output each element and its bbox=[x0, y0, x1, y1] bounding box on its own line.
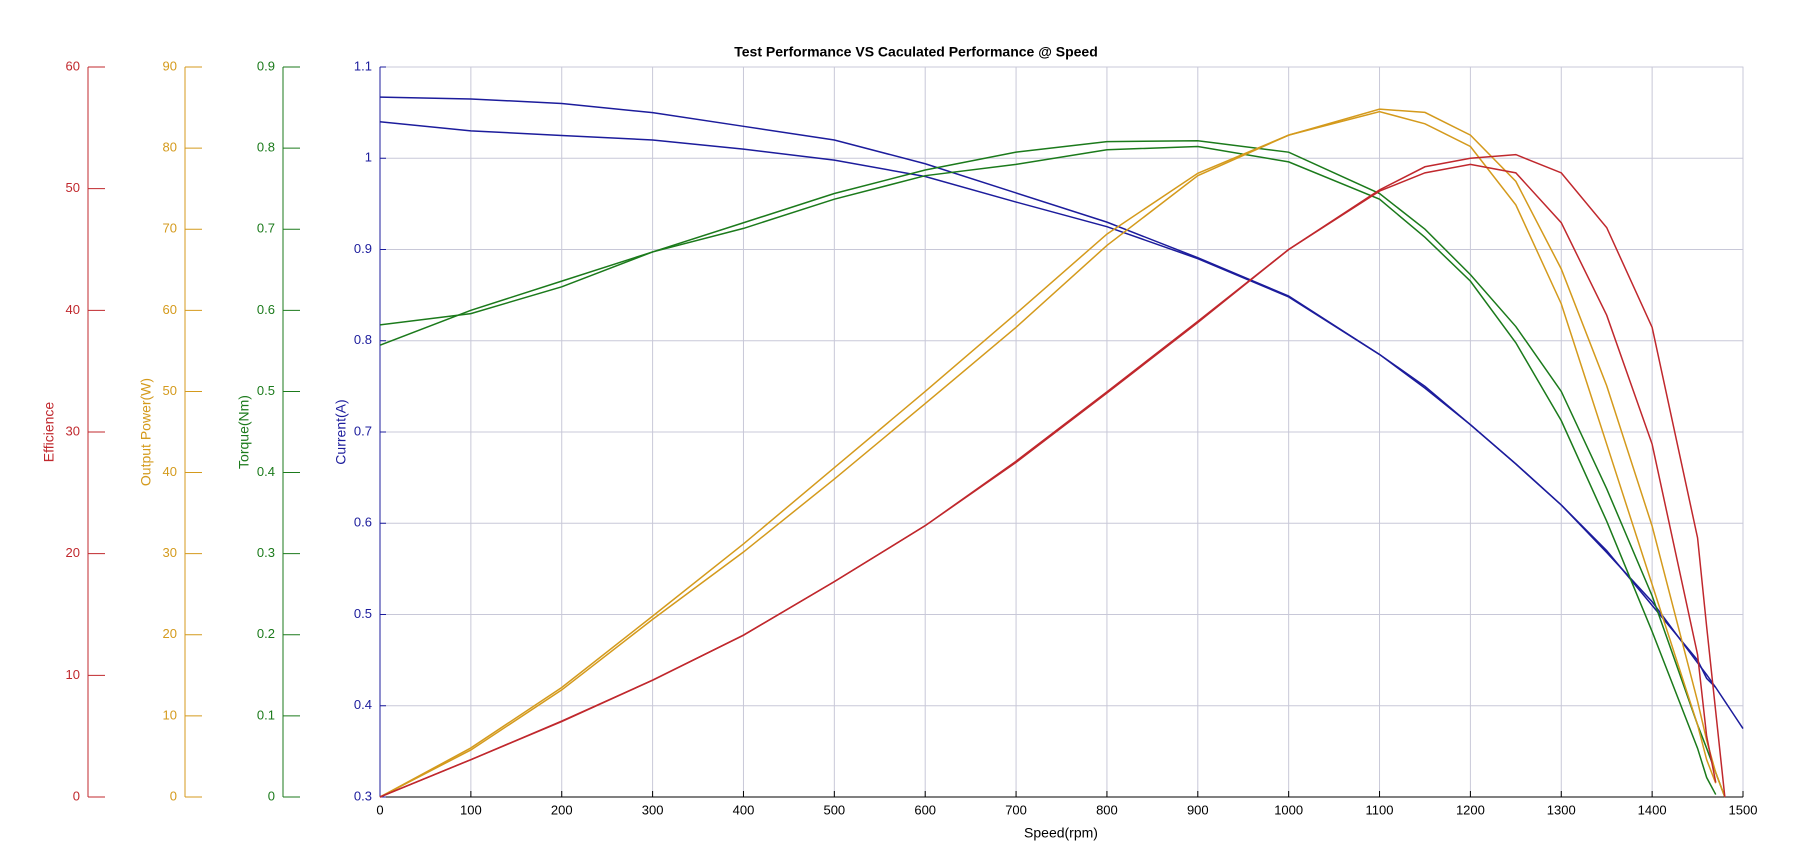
y-tick-label: 40 bbox=[163, 464, 177, 479]
y-tick-label: 0.6 bbox=[257, 302, 275, 317]
y-tick-label: 50 bbox=[163, 383, 177, 398]
data-line bbox=[379, 153, 1726, 798]
y-tick-label: 1 bbox=[365, 150, 372, 165]
y-tick-label: 80 bbox=[163, 140, 177, 155]
x-tick-label: 200 bbox=[551, 802, 573, 817]
y-tick-label: 0.3 bbox=[354, 788, 372, 803]
y-axis-label: Efficience bbox=[41, 402, 57, 463]
x-tick-label: 700 bbox=[1005, 802, 1027, 817]
y-tick-label: 0.5 bbox=[257, 383, 275, 398]
chart-title: Test Performance VS Caculated Performanc… bbox=[734, 44, 1098, 60]
data-line bbox=[379, 110, 1717, 798]
y-tick-label: 70 bbox=[163, 221, 177, 236]
data-line bbox=[379, 121, 1717, 689]
x-tick-label: 1200 bbox=[1456, 802, 1485, 817]
y-tick-label: 0 bbox=[268, 788, 275, 803]
y-tick-label: 0.3 bbox=[257, 545, 275, 560]
y-tick-label: 0.8 bbox=[257, 140, 275, 155]
data-line bbox=[379, 145, 1717, 795]
y-tick-label: 0.5 bbox=[354, 606, 372, 621]
y-tick-label: 0.1 bbox=[257, 707, 275, 722]
x-tick-label: 1500 bbox=[1729, 802, 1758, 817]
y-axis-label: Torque(Nm) bbox=[236, 395, 252, 469]
y-tick-label: 60 bbox=[66, 58, 80, 73]
x-tick-label: 300 bbox=[642, 802, 664, 817]
y-tick-label: 0.9 bbox=[354, 241, 372, 256]
y-tick-label: 40 bbox=[66, 302, 80, 317]
x-axis-label: Speed(rpm) bbox=[1024, 825, 1098, 841]
x-tick-label: 600 bbox=[914, 802, 936, 817]
y-tick-label: 0 bbox=[170, 788, 177, 803]
y-tick-label: 90 bbox=[163, 58, 177, 73]
y-tick-label: 0.4 bbox=[354, 697, 372, 712]
y-tick-label: 30 bbox=[66, 423, 80, 438]
y-tick-label: 0.7 bbox=[354, 423, 372, 438]
x-tick-label: 1400 bbox=[1638, 802, 1667, 817]
y-tick-label: 10 bbox=[163, 707, 177, 722]
y-tick-label: 0.2 bbox=[257, 626, 275, 641]
y-tick-label: 0.9 bbox=[257, 58, 275, 73]
x-tick-label: 0 bbox=[376, 802, 383, 817]
y-tick-label: 30 bbox=[163, 545, 177, 560]
y-tick-label: 20 bbox=[163, 626, 177, 641]
x-tick-label: 1300 bbox=[1547, 802, 1576, 817]
y-axis-label: Current(A) bbox=[333, 399, 349, 464]
y-axis-label: Output Power(W) bbox=[138, 378, 154, 486]
data-line bbox=[379, 140, 1726, 798]
x-tick-label: 800 bbox=[1096, 802, 1118, 817]
y-tick-label: 0.8 bbox=[354, 332, 372, 347]
x-tick-label: 400 bbox=[733, 802, 755, 817]
y-tick-label: 0.6 bbox=[354, 515, 372, 530]
y-tick-label: 0 bbox=[73, 788, 80, 803]
y-tick-label: 20 bbox=[66, 545, 80, 560]
y-tick-label: 10 bbox=[66, 667, 80, 682]
x-tick-label: 100 bbox=[460, 802, 482, 817]
data-line bbox=[379, 163, 1717, 798]
y-tick-label: 1.1 bbox=[354, 58, 372, 73]
y-tick-label: 0.4 bbox=[257, 464, 275, 479]
y-tick-label: 60 bbox=[163, 302, 177, 317]
y-tick-label: 0.7 bbox=[257, 221, 275, 236]
x-tick-label: 900 bbox=[1187, 802, 1209, 817]
data-line bbox=[379, 108, 1726, 798]
x-tick-label: 1100 bbox=[1366, 802, 1394, 817]
data-line bbox=[379, 96, 1744, 729]
x-tick-label: 1000 bbox=[1274, 802, 1303, 817]
x-tick-label: 500 bbox=[823, 802, 845, 817]
y-tick-label: 50 bbox=[66, 180, 80, 195]
